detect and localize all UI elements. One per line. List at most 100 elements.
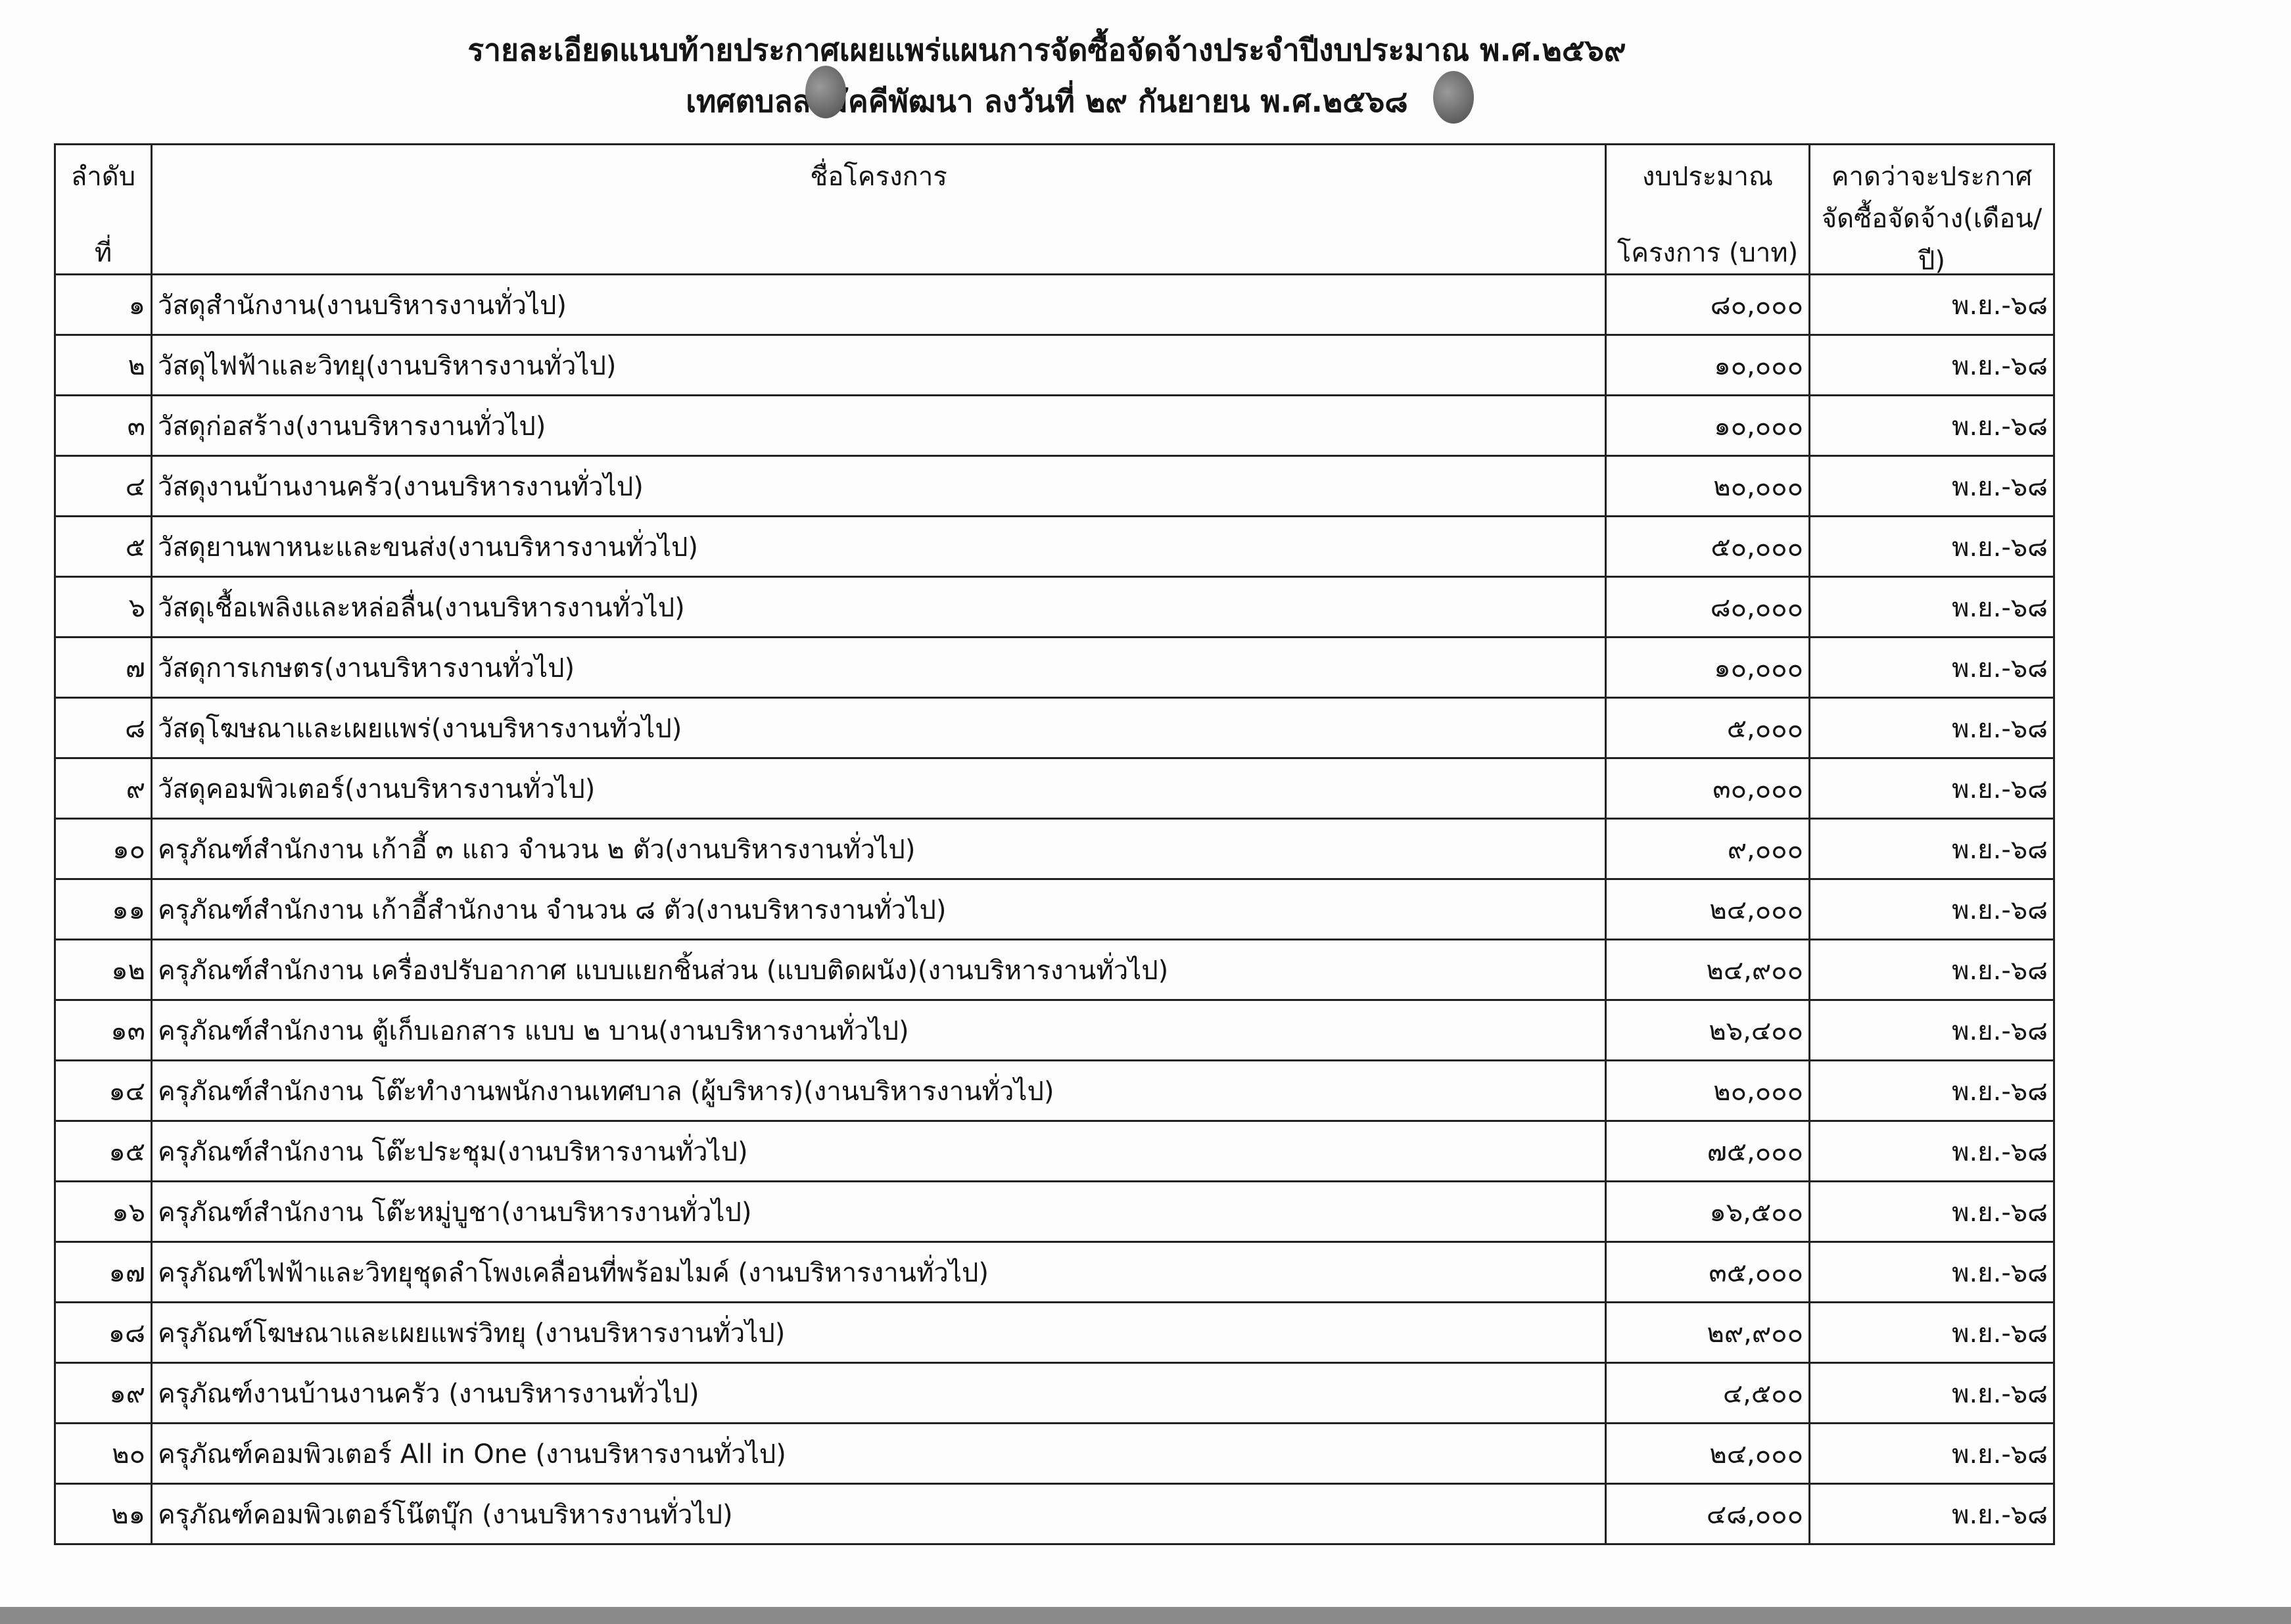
cell-budget: ๑๖,๕๐๐ <box>1605 1180 1810 1243</box>
cell-no: ๑๔ <box>54 1059 153 1122</box>
cell-budget: ๒๔,๐๐๐ <box>1605 878 1810 940</box>
cell-no: ๑๖ <box>54 1180 153 1243</box>
cell-budget: ๒๔,๐๐๐ <box>1605 1422 1810 1485</box>
punch-hole-mark <box>1433 71 1474 124</box>
cell-budget: ๔,๕๐๐ <box>1605 1362 1810 1424</box>
cell-no: ๔ <box>54 455 153 517</box>
header-no-line2: ที่ <box>94 238 112 268</box>
cell-budget: ๒๖,๔๐๐ <box>1605 999 1810 1061</box>
table-row: ๒๑ ครุภัณฑ์คอมพิวเตอร์โน๊ตบุ๊ก (งานบริหาร… <box>54 1483 2055 1545</box>
cell-date: พ.ย.-๖๘ <box>1808 697 2055 759</box>
cell-project-name: ครุภัณฑ์งานบ้านงานครัว (งานบริหารงานทั่ว… <box>151 1362 1607 1424</box>
cell-budget: ๕,๐๐๐ <box>1605 697 1810 759</box>
cell-budget: ๑๐,๐๐๐ <box>1605 636 1810 699</box>
document-title: รายละเอียดแนบท้ายประกาศเผยแพร่แผนการจัดซ… <box>467 32 1626 68</box>
cell-project-name: ครุภัณฑ์สำนักงาน เครื่องปรับอากาศ แบบแยก… <box>151 939 1607 1001</box>
cell-project-name: วัสดุโฆษณาและเผยแพร่(งานบริหารงานทั่วไป) <box>151 697 1607 759</box>
table-row: ๖วัสดุเชื้อเพลิงและหล่อลื่น(งานบริหารงาน… <box>54 576 2055 638</box>
cell-no: ๒๐ <box>54 1422 153 1485</box>
cell-project-name: ครุภัณฑ์สำนักงาน โต๊ะประชุม(งานบริหารงาน… <box>151 1120 1607 1182</box>
header-no: ลำดับที่ <box>54 143 153 275</box>
cell-date: พ.ย.-๖๘ <box>1808 1301 2055 1364</box>
table-row: ๑๒ ครุภัณฑ์สำนักงาน เครื่องปรับอากาศ แบบแ… <box>54 939 2055 1001</box>
cell-date: พ.ย.-๖๘ <box>1808 1120 2055 1182</box>
cell-no: ๑๑ <box>54 878 153 940</box>
header-name-label: ชื่อโครงการ <box>810 162 947 192</box>
header-budget-line2: โครงการ (บาท) <box>1617 238 1799 268</box>
cell-budget: ๙,๐๐๐ <box>1605 818 1810 880</box>
table-row: ๑๑ ครุภัณฑ์สำนักงาน เก้าอี้สำนักงาน จำนวน… <box>54 878 2055 940</box>
cell-date: พ.ย.-๖๘ <box>1808 455 2055 517</box>
cell-project-name: วัสดุเชื้อเพลิงและหล่อลื่น(งานบริหารงานท… <box>151 576 1607 638</box>
cell-no: ๖ <box>54 576 153 638</box>
cell-date: พ.ย.-๖๘ <box>1808 1180 2055 1243</box>
cell-budget: ๕๐,๐๐๐ <box>1605 515 1810 578</box>
cell-no: ๑๘ <box>54 1301 153 1364</box>
table-row: ๒วัสดุไฟฟ้าและวิทยุ(งานบริหารงานทั่วไป) ๑… <box>54 334 2055 396</box>
cell-project-name: ครุภัณฑ์สำนักงาน โต๊ะทำงานพนักงานเทศบาล … <box>151 1059 1607 1122</box>
cell-project-name: วัสดุไฟฟ้าและวิทยุ(งานบริหารงานทั่วไป) <box>151 334 1607 396</box>
cell-date: พ.ย.-๖๘ <box>1808 394 2055 457</box>
header-date: คาดว่าจะประกาศจัดซื้อจัดจ้าง(เดือน/ปี) <box>1808 143 2055 276</box>
cell-project-name: วัสดุงานบ้านงานครัว(งานบริหารงานทั่วไป) <box>151 455 1607 517</box>
cell-no: ๑ <box>54 273 153 336</box>
cell-date: พ.ย.-๖๘ <box>1808 636 2055 699</box>
cell-project-name: ครุภัณฑ์คอมพิวเตอร์โน๊ตบุ๊ก (งานบริหารงา… <box>151 1483 1607 1545</box>
cell-project-name: ครุภัณฑ์สำนักงาน ตู้เก็บเอกสาร แบบ ๒ บาน… <box>151 999 1607 1061</box>
cell-budget: ๓๐,๐๐๐ <box>1605 757 1810 820</box>
cell-date: พ.ย.-๖๘ <box>1808 1059 2055 1122</box>
table-row: ๘วัสดุโฆษณาและเผยแพร่(งานบริหารงานทั่วไป… <box>54 697 2055 759</box>
header-budget: งบประมาณโครงการ (บาท) <box>1605 143 1810 275</box>
table-row: ๑๖ ครุภัณฑ์สำนักงาน โต๊ะหมู่บูชา(งานบริหา… <box>54 1180 2055 1243</box>
header-no-line1: ลำดับ <box>70 162 136 192</box>
cell-budget: ๓๕,๐๐๐ <box>1605 1241 1810 1303</box>
cell-no: ๒ <box>54 334 153 396</box>
table-row: ๗วัสดุการเกษตร(งานบริหารงานทั่วไป) ๑๐,๐๐๐… <box>54 636 2055 699</box>
header-date-line2: จัดซื้อจัดจ้าง(เดือน/ปี) <box>1821 204 2043 276</box>
cell-project-name: วัสดุคอมพิวเตอร์(งานบริหารงานทั่วไป) <box>151 757 1607 820</box>
cell-date: พ.ย.-๖๘ <box>1808 1241 2055 1303</box>
cell-no: ๑๙ <box>54 1362 153 1424</box>
cell-project-name: วัสดุการเกษตร(งานบริหารงานทั่วไป) <box>151 636 1607 699</box>
table-row: ๔วัสดุงานบ้านงานครัว(งานบริหารงานทั่วไป)… <box>54 455 2055 517</box>
punch-hole-mark <box>805 66 846 118</box>
cell-budget: ๘๐,๐๐๐ <box>1605 273 1810 336</box>
cell-budget: ๒๐,๐๐๐ <box>1605 455 1810 517</box>
cell-no: ๑๗ <box>54 1241 153 1303</box>
cell-date: พ.ย.-๖๘ <box>1808 999 2055 1061</box>
table-row: ๕วัสดุยานพาหนะและขนส่ง(งานบริหารงานทั่วไ… <box>54 515 2055 578</box>
table-row: ๙วัสดุคอมพิวเตอร์(งานบริหารงานทั่วไป) ๓๐,… <box>54 757 2055 820</box>
cell-project-name: ครุภัณฑ์ไฟฟ้าและวิทยุชุดลำโพงเคลื่อนที่พ… <box>151 1241 1607 1303</box>
cell-date: พ.ย.-๖๘ <box>1808 273 2055 336</box>
cell-budget: ๑๐,๐๐๐ <box>1605 334 1810 396</box>
cell-budget: ๘๐,๐๐๐ <box>1605 576 1810 638</box>
cell-date: พ.ย.-๖๘ <box>1808 939 2055 1001</box>
cell-project-name: ครุภัณฑ์สำนักงาน เก้าอี้สำนักงาน จำนวน ๘… <box>151 878 1607 940</box>
table-row: ๑๙ ครุภัณฑ์งานบ้านงานครัว (งานบริหารงานทั… <box>54 1362 2055 1424</box>
cell-project-name: วัสดุยานพาหนะและขนส่ง(งานบริหารงานทั่วไป… <box>151 515 1607 578</box>
cell-date: พ.ย.-๖๘ <box>1808 878 2055 940</box>
cell-date: พ.ย.-๖๘ <box>1808 818 2055 880</box>
cell-project-name: ครุภัณฑ์สำนักงาน เก้าอี้ ๓ แถว จำนวน ๒ ต… <box>151 818 1607 880</box>
cell-budget: ๒๔,๙๐๐ <box>1605 939 1810 1001</box>
header-budget-line1: งบประมาณ <box>1641 162 1774 192</box>
cell-no: ๘ <box>54 697 153 759</box>
cell-date: พ.ย.-๖๘ <box>1808 1362 2055 1424</box>
cell-budget: ๗๕,๐๐๐ <box>1605 1120 1810 1182</box>
cell-date: พ.ย.-๖๘ <box>1808 757 2055 820</box>
header-date-line1: คาดว่าจะประกาศ <box>1831 162 2033 192</box>
cell-budget: ๑๐,๐๐๐ <box>1605 394 1810 457</box>
cell-no: ๓ <box>54 394 153 457</box>
table-row: ๓วัสดุก่อสร้าง(งานบริหารงานทั่วไป) ๑๐,๐๐๐… <box>54 394 2055 457</box>
cell-project-name: ครุภัณฑ์สำนักงาน โต๊ะหมู่บูชา(งานบริหารง… <box>151 1180 1607 1243</box>
table-row: ๑๐ ครุภัณฑ์สำนักงาน เก้าอี้ ๓ แถว จำนวน ๒… <box>54 818 2055 880</box>
table-row: ๑วัสดุสำนักงาน(งานบริหารงานทั่วไป) ๘๐,๐๐๐… <box>54 273 2055 336</box>
cell-no: ๕ <box>54 515 153 578</box>
cell-date: พ.ย.-๖๘ <box>1808 515 2055 578</box>
scan-edge-strip <box>0 1607 2291 1624</box>
table-row: ๑๗ ครุภัณฑ์ไฟฟ้าและวิทยุชุดลำโพงเคลื่อนที… <box>54 1241 2055 1303</box>
document-subtitle: เทศตบลสามัคคีพัฒนา ลงวันที่ ๒๙ กันยายน พ… <box>686 83 1408 119</box>
table-row: ๑๕ ครุภัณฑ์สำนักงาน โต๊ะประชุม(งานบริหารง… <box>54 1120 2055 1182</box>
cell-budget: ๒๙,๙๐๐ <box>1605 1301 1810 1364</box>
cell-no: ๒๑ <box>54 1483 153 1545</box>
